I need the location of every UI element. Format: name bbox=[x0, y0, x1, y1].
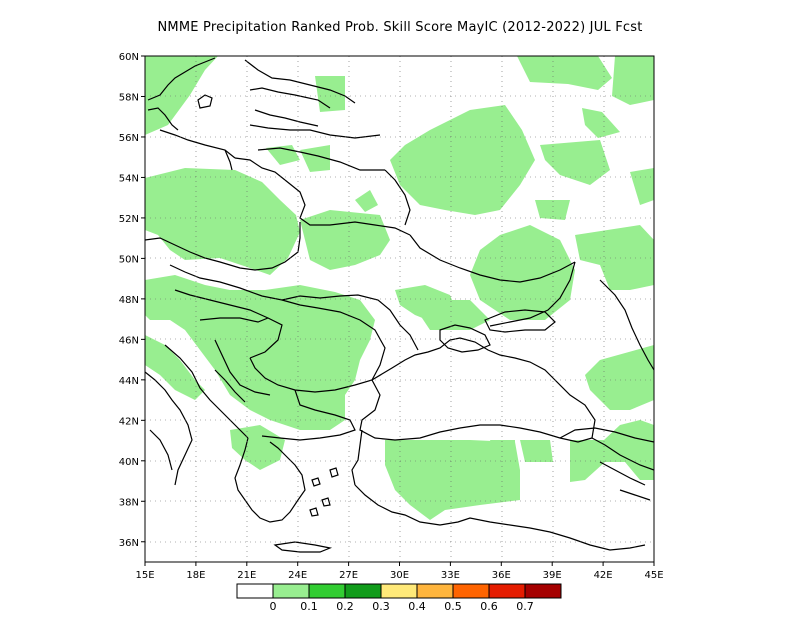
coastlines-borders bbox=[145, 57, 654, 553]
colorbar-label: 0.4 bbox=[408, 600, 426, 613]
colorbar-label: 0.7 bbox=[516, 600, 534, 613]
coast-baltic-south bbox=[224, 149, 286, 181]
lon-tick-label: 24E bbox=[288, 570, 307, 581]
lat-tick-label: 44N bbox=[119, 376, 139, 387]
coast-turkey-west bbox=[354, 484, 646, 551]
shade-adriatic bbox=[145, 335, 205, 400]
lat-tick-label: 42N bbox=[119, 416, 139, 427]
lon-tick-label: 30E bbox=[390, 570, 409, 581]
colorbar-label: 0.1 bbox=[300, 600, 318, 613]
shade-russia-east bbox=[540, 140, 610, 185]
border-balkan-west bbox=[164, 344, 249, 439]
border-caucasus bbox=[559, 427, 654, 501]
colorbar-swatch bbox=[488, 583, 526, 599]
border-serbia-bulgaria bbox=[214, 339, 356, 441]
lon-tick-label: 15E bbox=[135, 570, 154, 581]
border-ukraine-west bbox=[299, 234, 576, 351]
colorbar-label: 0.3 bbox=[372, 600, 390, 613]
shade-turkey-east bbox=[520, 440, 553, 462]
shade-russia-east-2 bbox=[630, 168, 654, 205]
lon-tick-label: 45E bbox=[644, 570, 663, 581]
colorbar-swatch bbox=[416, 583, 454, 599]
colorbar-label: 0.5 bbox=[444, 600, 462, 613]
shade-caucasus-north bbox=[585, 345, 654, 410]
shade-belarus-east bbox=[300, 145, 330, 172]
shade-ukraine-east bbox=[470, 225, 575, 320]
shade-scandinavia bbox=[145, 56, 218, 135]
coast-black-sea bbox=[359, 337, 596, 443]
lon-tick-label: 21E bbox=[237, 570, 256, 581]
border-baltic-states bbox=[249, 124, 385, 171]
lat-tick-label: 60N bbox=[119, 52, 139, 63]
colorbar-label: 0.2 bbox=[336, 600, 354, 613]
coast-crete bbox=[273, 541, 333, 553]
colorbar: 0 0.1 0.2 0.3 0.4 0.5 0.6 0.7 bbox=[236, 583, 562, 613]
border-ukraine-russia bbox=[489, 261, 576, 327]
shade-ukraine-west bbox=[300, 210, 390, 270]
shade-belarus-south bbox=[355, 190, 378, 212]
coast-finland-estonia bbox=[244, 59, 356, 127]
lon-tick-label: 33E bbox=[441, 570, 460, 581]
lat-tick-label: 38N bbox=[119, 497, 139, 508]
lat-tick-label: 50N bbox=[119, 254, 139, 265]
colorbar-swatch bbox=[524, 583, 562, 599]
colorbar-swatch bbox=[236, 583, 274, 599]
lat-tick-label: 48N bbox=[119, 295, 139, 306]
shade-hungary-romania bbox=[145, 275, 375, 430]
lon-tick-label: 39E bbox=[543, 570, 562, 581]
coast-azov bbox=[484, 309, 556, 333]
shade-greece-balkans bbox=[230, 425, 285, 470]
colorbar-swatch bbox=[380, 583, 418, 599]
lon-axis: 15E 18E 21E 24E 27E 30E 33E 36E 39E 42E 45E bbox=[135, 562, 664, 581]
shade-caucasus-south bbox=[570, 420, 654, 482]
lon-tick-label: 18E bbox=[186, 570, 205, 581]
lon-tick-label: 36E bbox=[492, 570, 511, 581]
shade-russia-far-north bbox=[612, 56, 654, 105]
border-czech-slovakia bbox=[169, 264, 301, 319]
lat-tick-label: 58N bbox=[119, 92, 139, 103]
coast-gotland bbox=[197, 94, 213, 109]
coast-scandinavia bbox=[147, 57, 236, 159]
lon-tick-label: 42E bbox=[594, 570, 613, 581]
coast-turkey-north bbox=[351, 429, 654, 486]
shade-turkey-central bbox=[385, 440, 520, 520]
colorbar-swatch bbox=[308, 583, 346, 599]
border-russia-kazakhstan bbox=[599, 279, 654, 371]
lat-tick-label: 40N bbox=[119, 457, 139, 468]
border-belarus bbox=[284, 169, 411, 236]
shade-central-russia bbox=[390, 105, 535, 215]
coast-adriatic-italy bbox=[145, 371, 193, 486]
colorbar-swatch bbox=[344, 583, 382, 599]
shade-russia-south bbox=[575, 225, 654, 290]
colorbar-label: 0 bbox=[270, 600, 277, 613]
shade-volga bbox=[535, 200, 570, 220]
coast-crimea bbox=[439, 324, 491, 353]
colorbar-swatch bbox=[272, 583, 310, 599]
shade-ukraine-south bbox=[410, 300, 490, 330]
skill-shading bbox=[145, 56, 654, 520]
colorbar-swatch bbox=[452, 583, 490, 599]
shade-russia-northeast bbox=[582, 108, 620, 138]
lat-tick-label: 52N bbox=[119, 214, 139, 225]
coast-aegean-islands bbox=[309, 467, 339, 517]
lon-tick-label: 27E bbox=[339, 570, 358, 581]
shade-turkey-northeast bbox=[490, 440, 515, 455]
lat-tick-label: 54N bbox=[119, 173, 139, 184]
shade-poland-germany bbox=[145, 168, 300, 275]
lat-tick-label: 46N bbox=[119, 335, 139, 346]
shade-russia-northwest bbox=[517, 56, 612, 90]
lat-axis: 36N 38N 40N 42N 44N 46N 48N 50N 52N 54N 56N 58N 60N bbox=[119, 52, 145, 549]
map-title: NMME Precipitation Ranked Prob. Skill Sc… bbox=[157, 20, 643, 35]
colorbar-label: 0.6 bbox=[480, 600, 498, 613]
border-hungary bbox=[199, 317, 283, 359]
lat-tick-label: 36N bbox=[119, 538, 139, 549]
lat-tick-label: 56N bbox=[119, 133, 139, 144]
coast-greece bbox=[234, 437, 306, 523]
